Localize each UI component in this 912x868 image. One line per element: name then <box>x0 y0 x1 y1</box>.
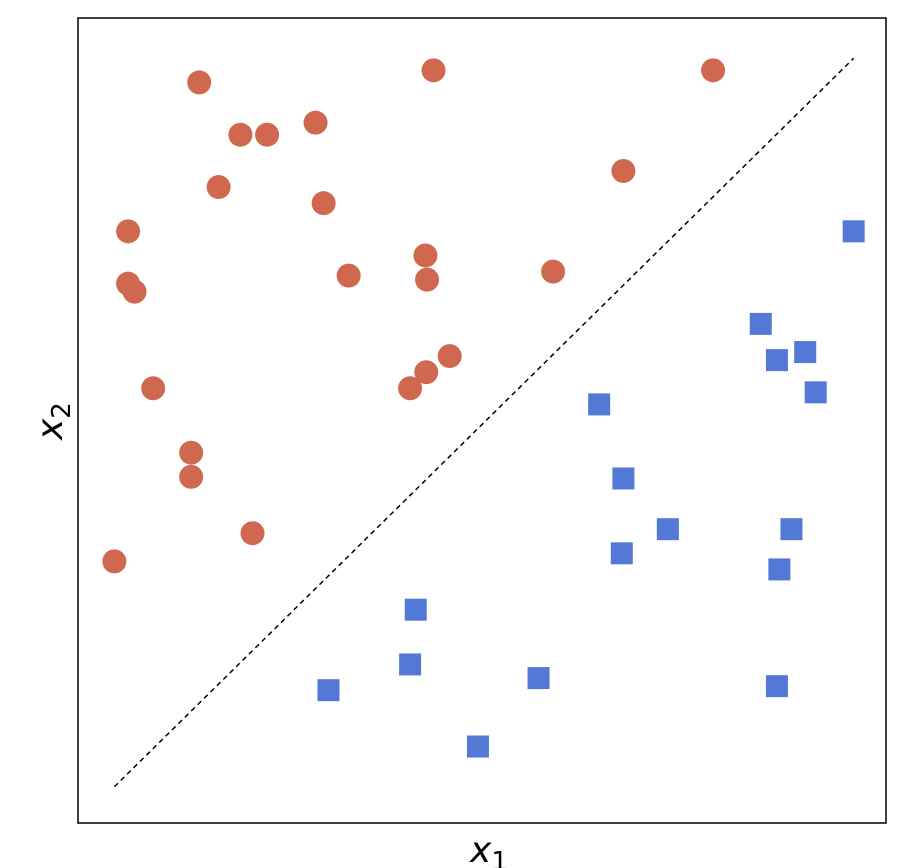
square-point <box>780 518 803 541</box>
circle-point <box>421 58 446 83</box>
circle-point <box>116 219 141 244</box>
circle-point <box>611 158 636 183</box>
decision-boundary-line <box>113 57 855 788</box>
square-point <box>768 558 791 581</box>
square-point <box>656 518 679 541</box>
circle-point <box>255 122 280 147</box>
circle-point <box>398 376 423 401</box>
circle-point <box>141 376 166 401</box>
plot-area-frame <box>77 17 887 824</box>
circle-point <box>303 110 328 135</box>
square-point <box>527 667 550 690</box>
square-point <box>765 675 788 698</box>
x-axis-label-subscript: 1 <box>491 847 508 868</box>
square-point <box>466 735 489 758</box>
x-axis-label: x1 <box>469 830 508 868</box>
y-axis-label-main: x <box>30 418 71 441</box>
x-axis-label-main: x <box>469 830 492 868</box>
square-point <box>317 679 340 702</box>
square-point <box>404 598 427 621</box>
circle-point <box>437 344 462 369</box>
square-point <box>749 312 772 335</box>
data-points-layer <box>102 58 865 758</box>
circle-point <box>187 70 212 95</box>
circle-point <box>102 549 127 574</box>
circle-point <box>415 267 440 292</box>
circle-point <box>336 263 361 288</box>
circle-point <box>206 175 231 200</box>
square-point <box>612 467 635 490</box>
circle-point <box>413 243 438 268</box>
y-axis-label: x2 <box>30 402 77 441</box>
square-point <box>765 349 788 372</box>
square-point <box>399 653 422 676</box>
square-point <box>804 381 827 404</box>
y-axis-label-subscript: 2 <box>47 402 77 419</box>
circle-point <box>240 521 265 546</box>
circle-point <box>179 464 204 489</box>
decision-boundary-layer <box>113 57 855 788</box>
circle-point <box>228 122 253 147</box>
circle-point <box>311 191 336 216</box>
square-point <box>588 393 611 416</box>
circle-point <box>701 58 726 83</box>
square-point <box>794 341 817 364</box>
circle-point <box>541 259 566 284</box>
square-point <box>610 542 633 565</box>
circle-point <box>122 279 147 304</box>
circle-point <box>179 440 204 465</box>
square-point <box>842 220 865 243</box>
circle-point <box>414 360 439 385</box>
